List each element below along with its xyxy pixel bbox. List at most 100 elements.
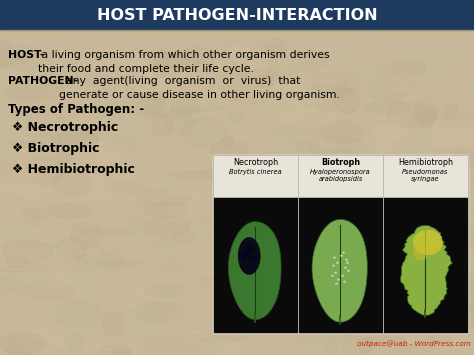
- Ellipse shape: [334, 214, 348, 236]
- Ellipse shape: [66, 200, 104, 226]
- Ellipse shape: [21, 121, 55, 137]
- Ellipse shape: [396, 242, 418, 265]
- Ellipse shape: [134, 302, 183, 322]
- Ellipse shape: [188, 334, 248, 340]
- Ellipse shape: [430, 322, 451, 344]
- Ellipse shape: [386, 192, 420, 212]
- Ellipse shape: [101, 181, 144, 192]
- Ellipse shape: [433, 119, 446, 143]
- Text: Hemibiotroph: Hemibiotroph: [398, 158, 453, 167]
- Ellipse shape: [11, 171, 43, 198]
- Ellipse shape: [233, 325, 278, 347]
- Ellipse shape: [234, 99, 268, 106]
- Ellipse shape: [179, 47, 217, 63]
- Ellipse shape: [249, 255, 257, 261]
- Ellipse shape: [87, 125, 127, 132]
- Bar: [214, 198, 297, 332]
- Ellipse shape: [279, 309, 322, 322]
- Ellipse shape: [136, 150, 176, 169]
- Ellipse shape: [227, 85, 253, 113]
- Ellipse shape: [19, 283, 75, 298]
- Ellipse shape: [4, 340, 61, 355]
- Ellipse shape: [146, 338, 198, 351]
- Ellipse shape: [252, 229, 270, 240]
- Ellipse shape: [170, 87, 195, 96]
- Ellipse shape: [290, 282, 343, 297]
- Ellipse shape: [240, 250, 250, 256]
- Ellipse shape: [238, 237, 260, 274]
- Ellipse shape: [292, 163, 320, 193]
- Ellipse shape: [0, 304, 41, 322]
- Ellipse shape: [240, 256, 246, 260]
- Ellipse shape: [342, 252, 345, 254]
- Ellipse shape: [448, 55, 465, 70]
- Ellipse shape: [129, 67, 169, 92]
- Ellipse shape: [395, 164, 427, 187]
- Ellipse shape: [363, 300, 416, 328]
- Ellipse shape: [413, 242, 429, 261]
- Ellipse shape: [6, 95, 54, 118]
- Ellipse shape: [146, 52, 190, 74]
- Ellipse shape: [185, 249, 224, 263]
- Ellipse shape: [335, 88, 360, 113]
- Ellipse shape: [224, 48, 264, 59]
- Ellipse shape: [71, 116, 102, 126]
- Ellipse shape: [454, 273, 469, 293]
- Ellipse shape: [346, 254, 374, 281]
- Ellipse shape: [406, 210, 432, 226]
- Ellipse shape: [396, 158, 422, 165]
- Ellipse shape: [56, 147, 104, 165]
- Ellipse shape: [316, 314, 371, 321]
- Ellipse shape: [332, 264, 335, 267]
- Ellipse shape: [65, 45, 101, 56]
- Ellipse shape: [78, 228, 133, 236]
- Ellipse shape: [0, 331, 48, 354]
- Ellipse shape: [76, 58, 125, 66]
- Ellipse shape: [93, 93, 130, 102]
- Ellipse shape: [278, 135, 294, 149]
- Ellipse shape: [124, 62, 154, 70]
- Ellipse shape: [222, 136, 233, 149]
- Ellipse shape: [265, 39, 287, 57]
- Ellipse shape: [202, 38, 237, 64]
- Ellipse shape: [264, 237, 283, 257]
- Ellipse shape: [0, 202, 34, 220]
- Ellipse shape: [381, 73, 426, 99]
- Ellipse shape: [215, 178, 260, 198]
- Ellipse shape: [283, 294, 328, 308]
- Ellipse shape: [410, 246, 450, 268]
- Ellipse shape: [7, 248, 36, 260]
- Ellipse shape: [226, 113, 281, 132]
- Ellipse shape: [132, 194, 164, 202]
- Ellipse shape: [436, 56, 474, 70]
- Ellipse shape: [240, 267, 298, 284]
- Ellipse shape: [337, 172, 385, 190]
- Ellipse shape: [146, 94, 191, 103]
- Ellipse shape: [0, 266, 45, 273]
- Ellipse shape: [277, 260, 298, 269]
- Ellipse shape: [58, 31, 82, 60]
- Ellipse shape: [413, 230, 443, 255]
- Ellipse shape: [265, 240, 307, 248]
- Ellipse shape: [437, 274, 474, 299]
- Ellipse shape: [210, 201, 262, 214]
- Ellipse shape: [227, 55, 262, 85]
- Ellipse shape: [255, 75, 274, 87]
- Ellipse shape: [22, 231, 50, 241]
- Ellipse shape: [71, 206, 81, 218]
- Ellipse shape: [401, 91, 436, 120]
- Ellipse shape: [343, 66, 401, 91]
- Ellipse shape: [203, 192, 235, 220]
- Ellipse shape: [102, 313, 124, 336]
- Ellipse shape: [49, 203, 93, 218]
- Ellipse shape: [370, 94, 405, 100]
- Ellipse shape: [2, 250, 49, 262]
- Ellipse shape: [67, 154, 84, 178]
- Ellipse shape: [431, 101, 474, 129]
- Ellipse shape: [22, 208, 70, 222]
- Ellipse shape: [438, 147, 467, 157]
- Bar: [213, 155, 468, 333]
- Ellipse shape: [101, 261, 141, 266]
- Ellipse shape: [12, 166, 50, 185]
- Ellipse shape: [289, 49, 329, 72]
